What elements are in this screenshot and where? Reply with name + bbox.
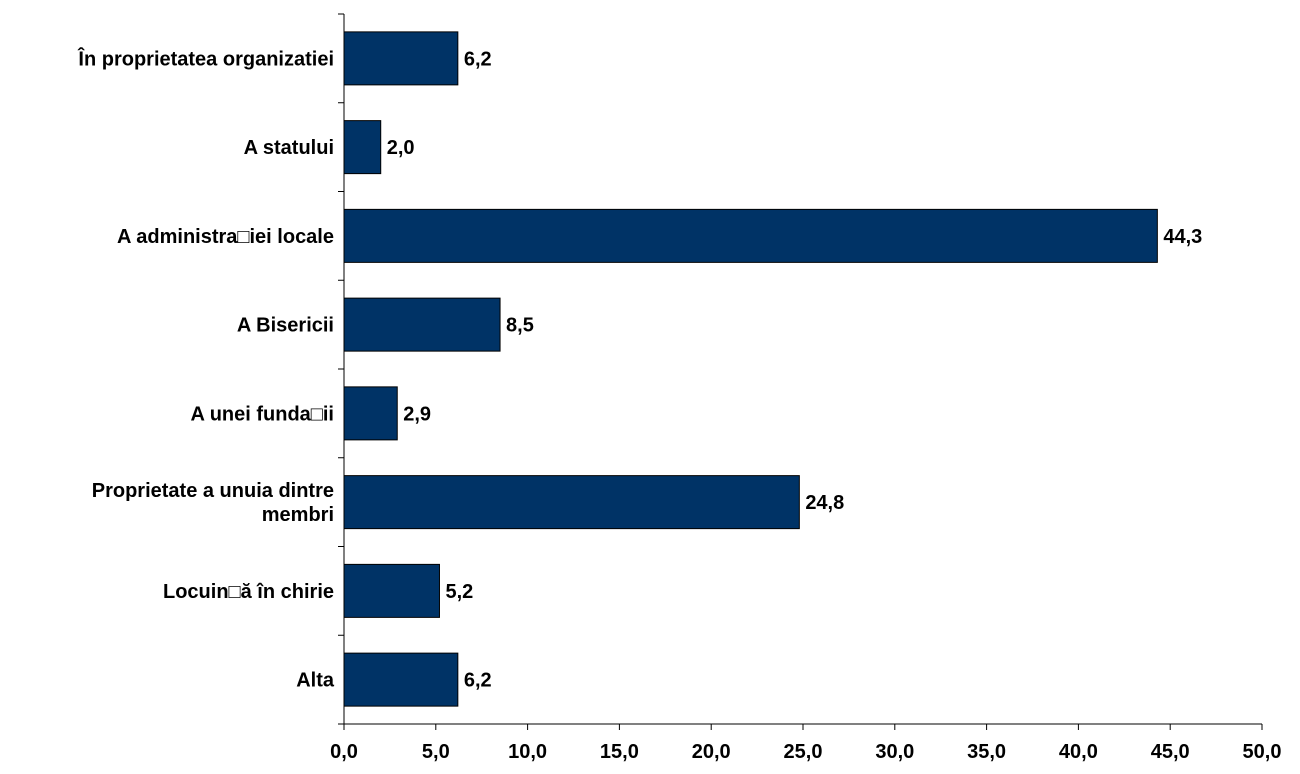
value-labels-group: 6,2 2,0 44,3 8,5 2,9 24,8 5,2 6,2 xyxy=(387,48,1203,691)
x-tick-label: 50,0 xyxy=(1243,741,1282,763)
x-tick-label: 15,0 xyxy=(600,741,639,763)
bars-group xyxy=(343,31,1158,707)
bar xyxy=(343,475,800,530)
category-label: A Bisericii xyxy=(237,315,334,337)
category-label: Alta xyxy=(296,670,335,692)
value-label: 44,3 xyxy=(1163,226,1202,248)
x-tick-label: 5,0 xyxy=(422,741,450,763)
tick-labels-group: 0,0 5,0 10,0 15,0 20,0 25,0 30,0 35,0 40,0 45,0 50… xyxy=(330,741,1281,763)
category-label: membri xyxy=(262,504,334,526)
value-label: 8,5 xyxy=(506,315,534,337)
value-label: 6,2 xyxy=(464,670,492,692)
axes-group xyxy=(338,13,1263,730)
x-tick-label: 25,0 xyxy=(784,741,823,763)
x-tick-label: 20,0 xyxy=(692,741,731,763)
x-tick-label: 45,0 xyxy=(1151,741,1190,763)
x-tick-label: 30,0 xyxy=(875,741,914,763)
bar xyxy=(343,120,382,175)
category-label: A administra□iei locale xyxy=(117,226,334,248)
value-label: 5,2 xyxy=(445,581,473,603)
value-label: 6,2 xyxy=(464,48,492,70)
value-label: 2,9 xyxy=(403,403,431,425)
value-label: 24,8 xyxy=(805,492,844,514)
x-tick-label: 40,0 xyxy=(1059,741,1098,763)
x-tick-label: 35,0 xyxy=(967,741,1006,763)
bar xyxy=(343,563,440,618)
category-label: În proprietatea organizatiei xyxy=(77,46,334,70)
bar xyxy=(343,652,459,707)
value-label: 2,0 xyxy=(387,137,415,159)
bar xyxy=(343,297,501,352)
category-label: Locuin□ă în chirie xyxy=(163,581,334,603)
x-tick-label: 10,0 xyxy=(508,741,547,763)
category-label: A statului xyxy=(244,137,334,159)
bar xyxy=(343,386,398,441)
category-label: A unei funda□ii xyxy=(190,403,334,425)
x-tick-label: 0,0 xyxy=(330,741,358,763)
category-label: Proprietate a unuia dintre xyxy=(92,480,334,502)
bar xyxy=(343,31,459,86)
category-labels-group: În proprietatea organizatiei A statului A … xyxy=(77,46,334,691)
bar xyxy=(343,208,1158,263)
